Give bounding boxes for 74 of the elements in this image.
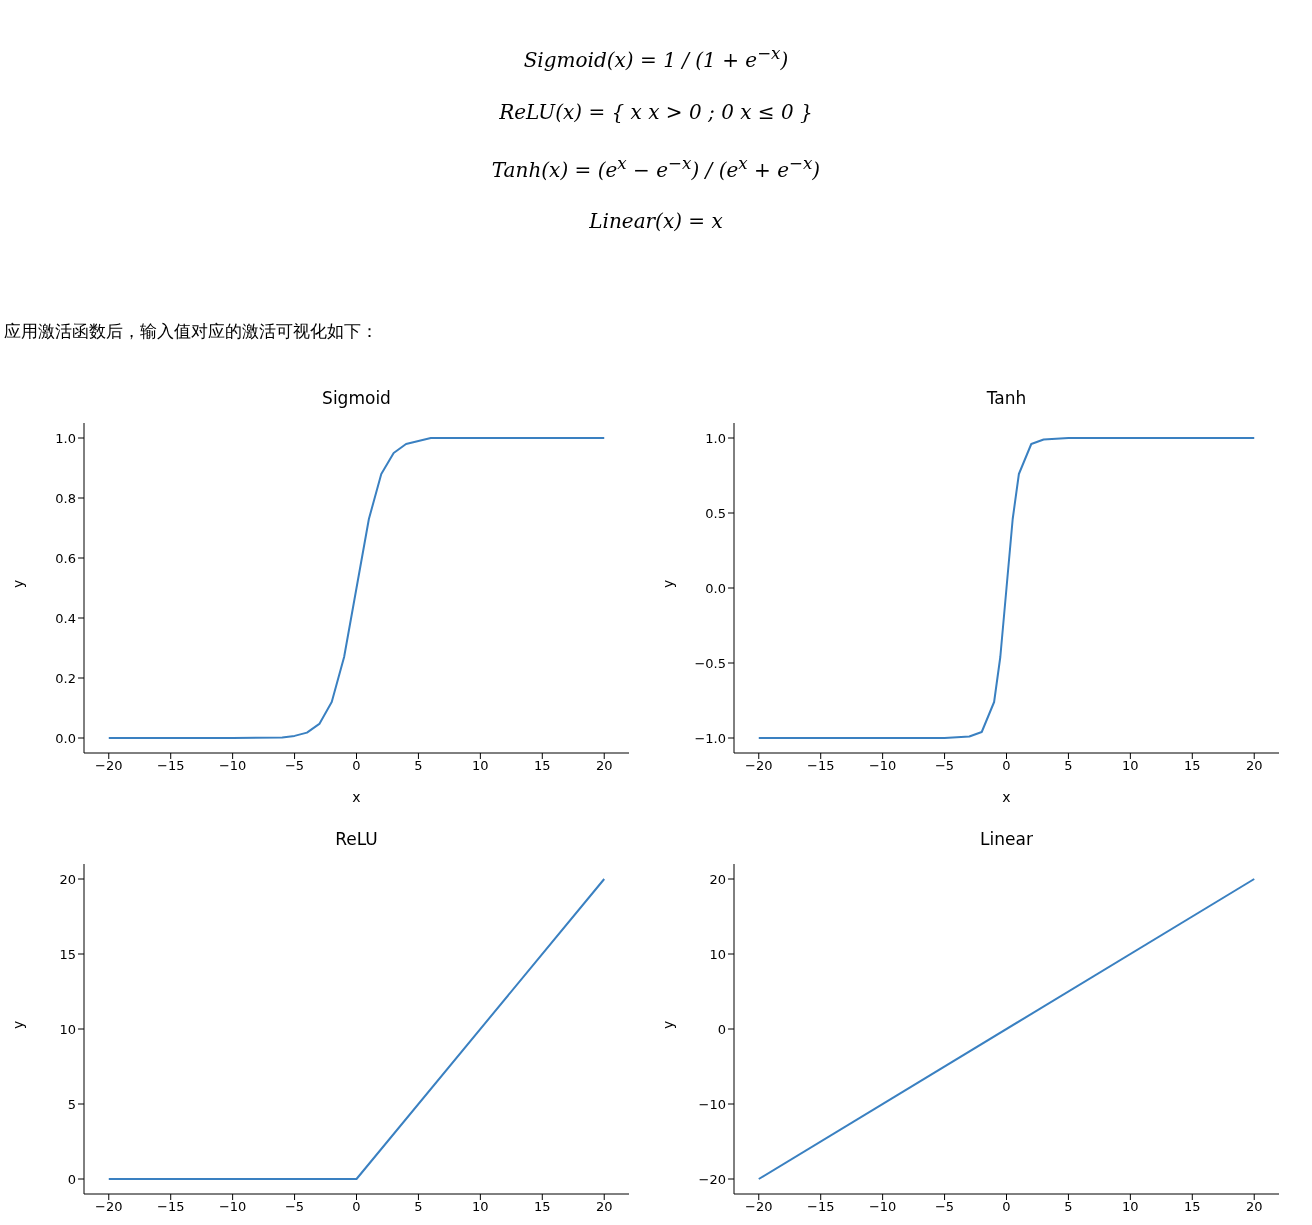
y-tick-label: 10 <box>709 946 726 962</box>
x-tick-label: 20 <box>1245 1199 1263 1215</box>
y-tick-label: −1.0 <box>694 730 726 746</box>
y-tick-label: 1.0 <box>55 430 76 446</box>
y-tick-label: 15 <box>59 946 76 962</box>
x-tick-label: −5 <box>284 1199 305 1215</box>
text: 应用激活函数后，输入值对应的激活可视化如下： <box>4 320 378 343</box>
y-tick-label: 0.5 <box>705 505 726 521</box>
y-tick-label: 1.0 <box>705 430 726 446</box>
chart-title: Sigmoid <box>321 388 392 408</box>
y-tick-label: 0.4 <box>55 610 76 626</box>
x-axis-title: x <box>1002 789 1011 805</box>
text: Sigmoid(x) = 1 / (1 + e$^{−x}$) <box>522 43 790 74</box>
y-tick-label: 20 <box>709 871 726 887</box>
x-tick-label: 10 <box>1122 1199 1139 1215</box>
chart-title: Tanh <box>985 388 1028 408</box>
x-tick-label: −15 <box>156 758 185 774</box>
y-tick-label: 5 <box>67 1096 76 1112</box>
line-series <box>107 437 606 739</box>
y-axis-title: y <box>659 1020 676 1029</box>
x-tick-label: −5 <box>284 758 305 774</box>
text: Tanh(x) = (e$^{x}$ − e$^{−x}$) / (e$^{x}$ + e$^{−x}$) <box>491 153 821 182</box>
line-series <box>757 437 1256 739</box>
y-axis-title: y <box>659 579 676 588</box>
x-tick-label: 10 <box>472 1199 489 1215</box>
text: ReLU(x) = { x x > 0 ; 0 x ≤ 0 } <box>498 98 814 126</box>
x-tick-label: 20 <box>595 1199 613 1215</box>
x-tick-label: 15 <box>1184 1199 1201 1215</box>
x-tick-label: −5 <box>934 758 955 774</box>
x-tick-label: 0 <box>352 1199 361 1215</box>
x-tick-label: −15 <box>156 1199 185 1215</box>
y-tick-label: −20 <box>698 1171 726 1187</box>
x-tick-label: 5 <box>414 1199 423 1215</box>
x-tick-label: −20 <box>95 758 123 774</box>
y-tick-label: 0.2 <box>55 670 76 686</box>
x-tick-label: 5 <box>1064 1199 1073 1215</box>
x-tick-label: 0 <box>1002 1199 1011 1215</box>
x-tick-label: −20 <box>745 758 773 774</box>
x-tick-label: 20 <box>595 758 613 774</box>
x-tick-label: −20 <box>745 1199 773 1215</box>
y-tick-label: 0.0 <box>55 730 76 746</box>
x-tick-label: −20 <box>95 1199 123 1215</box>
x-tick-label: −10 <box>218 1199 247 1215</box>
x-tick-label: 5 <box>414 758 423 774</box>
x-tick-label: 0 <box>1002 758 1011 774</box>
y-tick-label: 0 <box>717 1021 726 1037</box>
x-tick-label: 15 <box>534 758 551 774</box>
y-axis-title: y <box>9 1020 26 1029</box>
x-tick-label: −5 <box>934 1199 955 1215</box>
x-tick-label: 10 <box>1122 758 1139 774</box>
y-axis-title: y <box>9 579 26 588</box>
y-tick-label: 0.6 <box>55 550 76 566</box>
x-axis-title: x <box>352 789 361 805</box>
text: Linear(x) = x <box>588 208 724 236</box>
x-tick-label: 10 <box>472 758 489 774</box>
y-tick-label: 0 <box>67 1171 76 1187</box>
x-tick-label: 15 <box>1184 758 1201 774</box>
x-tick-label: −15 <box>806 758 835 774</box>
x-tick-label: −15 <box>806 1199 835 1215</box>
y-tick-label: 0.0 <box>705 580 726 596</box>
x-tick-label: −10 <box>868 758 897 774</box>
y-tick-label: 10 <box>59 1021 76 1037</box>
x-tick-label: 15 <box>534 1199 551 1215</box>
chart-title: Linear <box>979 829 1034 849</box>
x-tick-label: 20 <box>1245 758 1263 774</box>
x-tick-label: 5 <box>1064 758 1073 774</box>
y-tick-label: −0.5 <box>694 655 726 671</box>
chart-title: ReLU <box>334 829 379 849</box>
x-tick-label: −10 <box>868 1199 897 1215</box>
x-tick-label: −10 <box>218 758 247 774</box>
x-tick-label: 0 <box>352 758 361 774</box>
y-tick-label: 20 <box>59 871 76 887</box>
y-tick-label: 0.8 <box>55 490 76 506</box>
y-tick-label: −10 <box>698 1096 726 1112</box>
